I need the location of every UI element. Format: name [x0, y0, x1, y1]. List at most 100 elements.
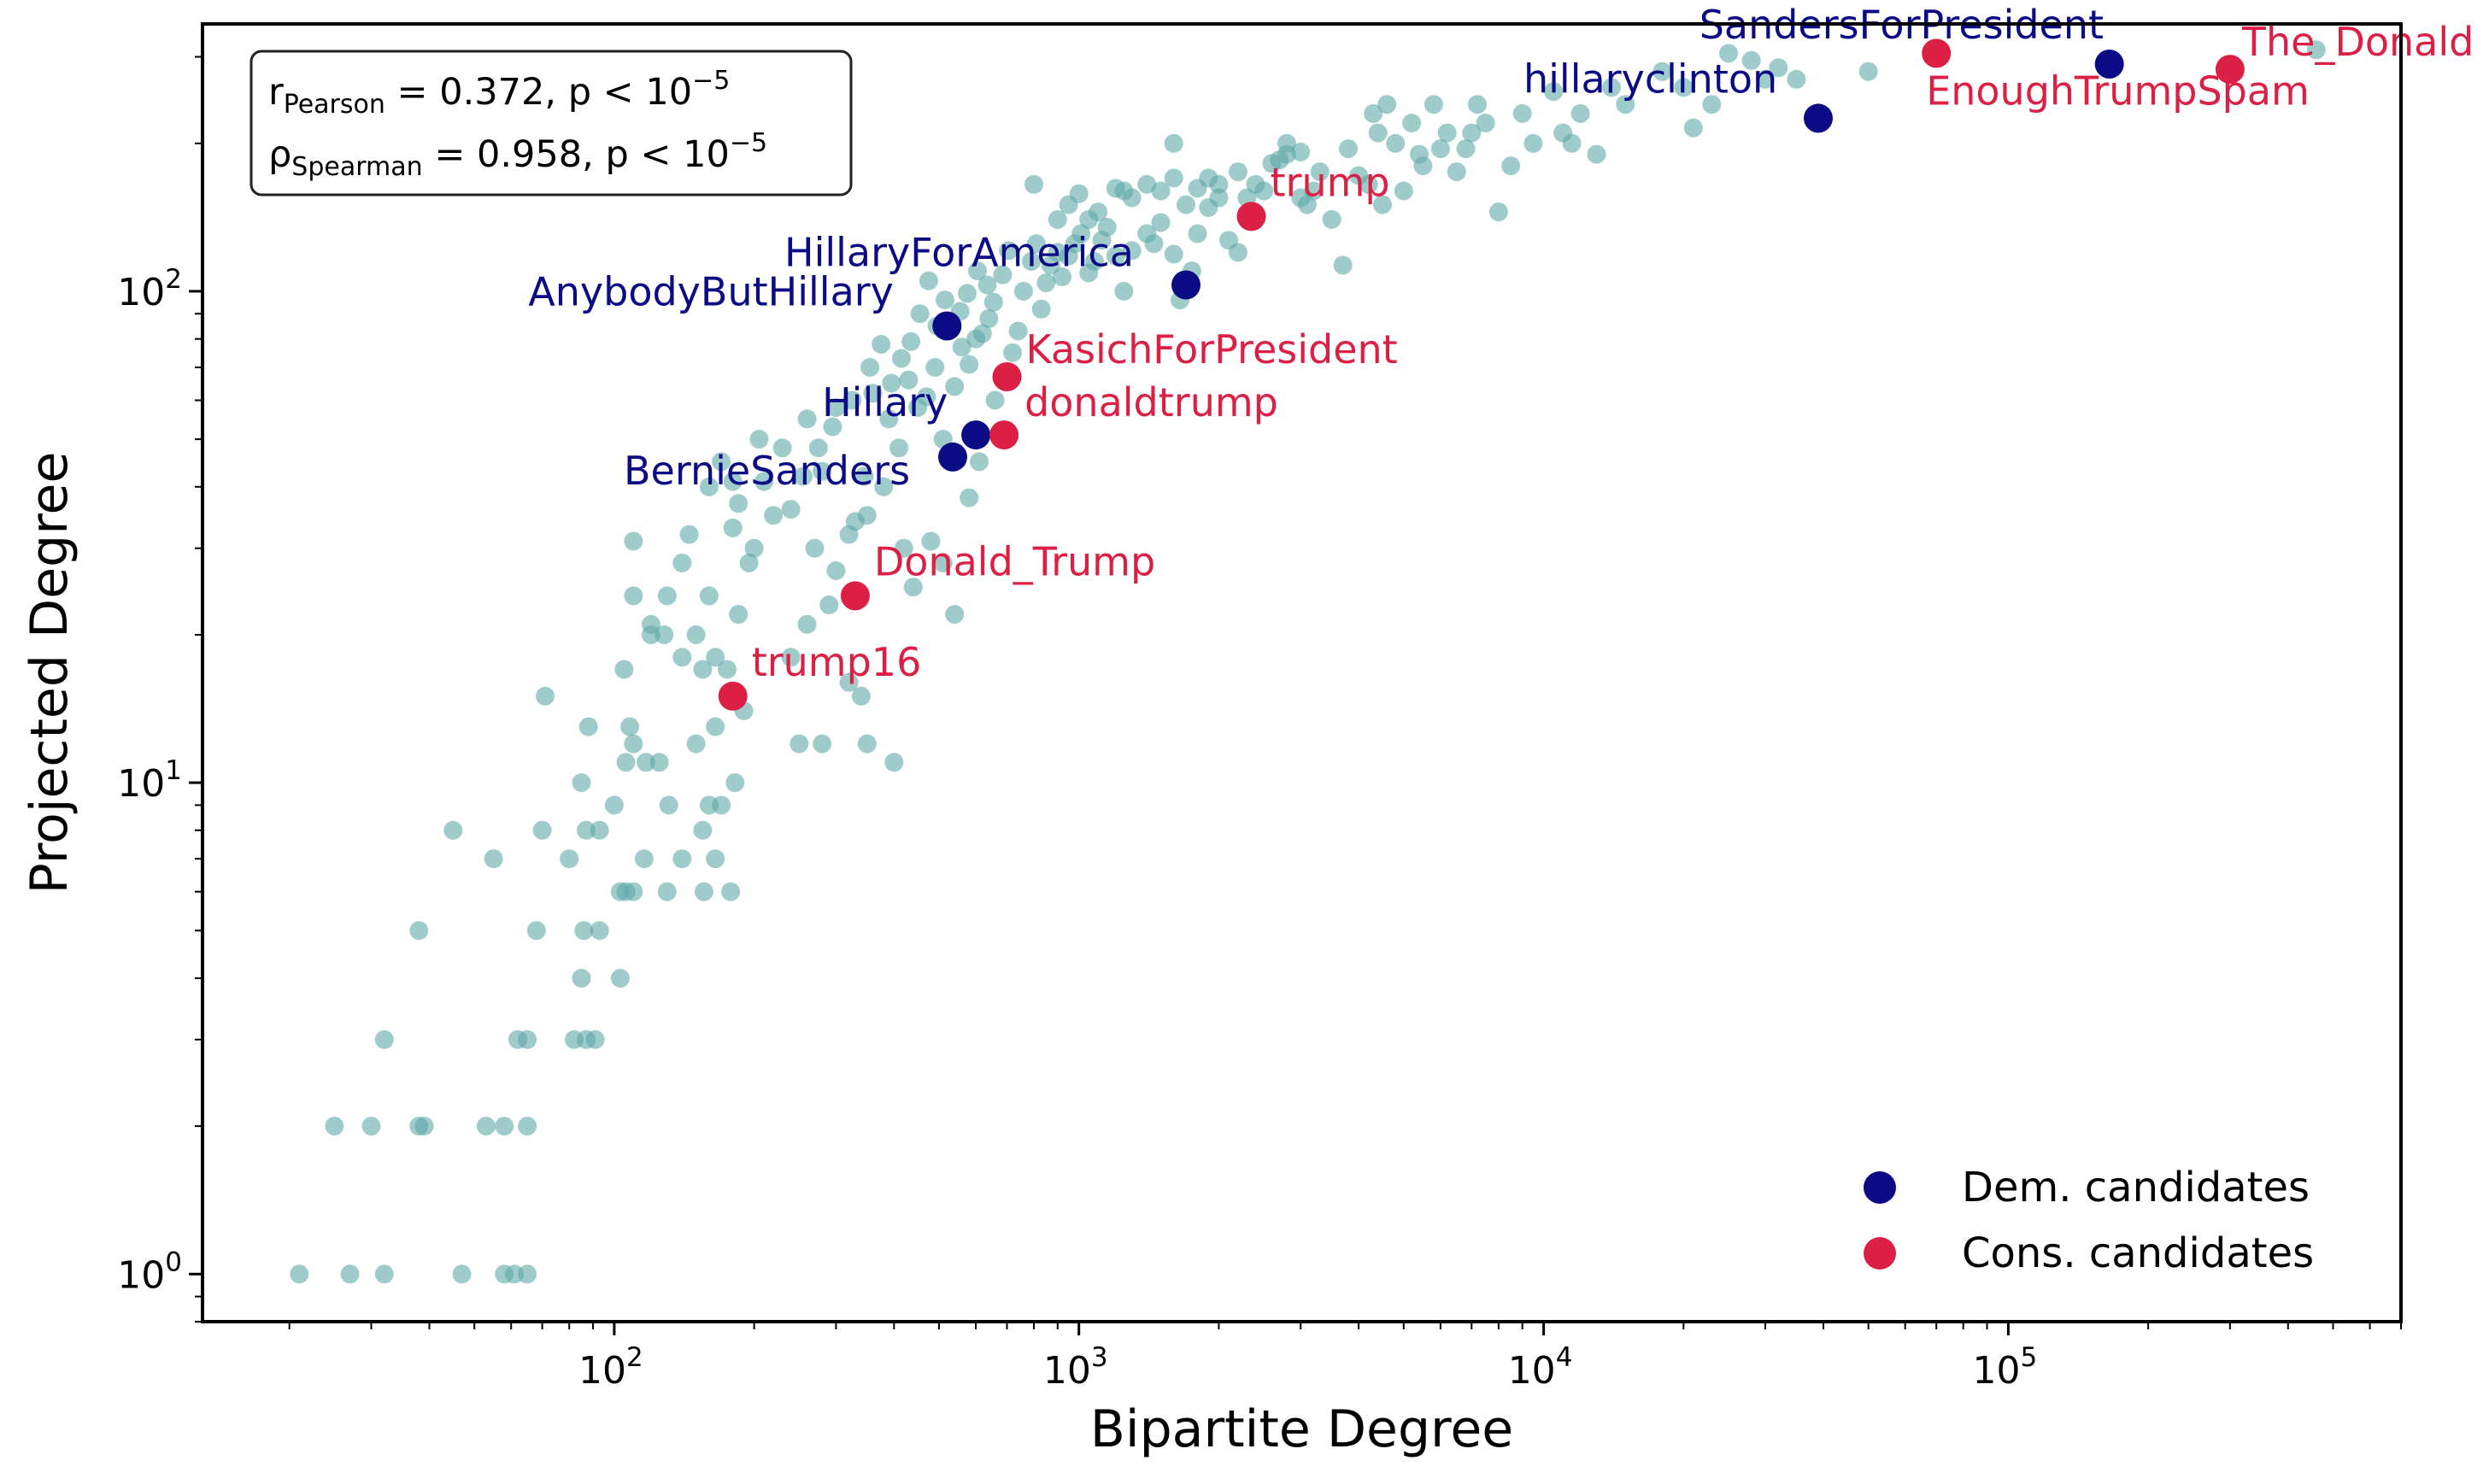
point-label-donaldtrump: donaldtrump: [1024, 379, 1278, 425]
data-point: [694, 882, 713, 901]
highlight-point-anybodybuthillary: [932, 311, 962, 341]
point-label-anybodybuthillary: AnybodyButHillary: [528, 269, 894, 315]
point-label-trump16: trump16: [752, 639, 922, 685]
data-point: [526, 921, 546, 941]
data-point: [1719, 44, 1738, 63]
x-axis-label: Bipartite Degree: [1090, 1399, 1513, 1459]
data-point: [960, 355, 979, 374]
data-point: [699, 586, 719, 606]
data-point: [899, 370, 919, 390]
point-label-enoughtrumpspam: EnoughTrumpSpam: [1926, 67, 2310, 114]
data-point: [805, 538, 825, 558]
data-point: [729, 605, 748, 625]
data-point: [1523, 133, 1543, 153]
data-point: [1602, 78, 1621, 97]
data-point: [999, 241, 1018, 261]
data-point: [797, 409, 817, 429]
spearman-exponent: −5: [730, 128, 767, 158]
data-point: [1512, 103, 1532, 123]
data-point: [1209, 174, 1229, 194]
data-point: [1462, 123, 1482, 143]
data-point: [1652, 62, 1672, 81]
data-point: [1053, 267, 1071, 286]
data-point: [572, 773, 591, 793]
data-point: [819, 595, 839, 614]
y-axis-label: Projected Degree: [20, 452, 79, 895]
data-point: [721, 882, 741, 901]
data-point: [637, 753, 655, 772]
data-point: [1084, 252, 1104, 271]
data-point: [1447, 162, 1466, 182]
data-point: [936, 290, 954, 310]
data-point: [641, 614, 660, 634]
data-point: [414, 1117, 434, 1136]
stats-box-frame: [249, 50, 853, 196]
data-point: [744, 538, 764, 558]
data-point: [620, 717, 640, 736]
data-point: [1410, 144, 1429, 164]
data-point: [518, 1264, 537, 1284]
data-point: [361, 1117, 381, 1136]
data-point: [1228, 162, 1247, 182]
highlight-point-donaldtrump: [989, 420, 1019, 450]
data-point: [813, 734, 832, 754]
data-point: [845, 512, 865, 531]
x-tick-label: 102: [578, 1342, 643, 1393]
data-point: [889, 438, 909, 458]
data-point: [1386, 133, 1406, 153]
highlight-point-hillaryclinton: [1804, 103, 1833, 133]
data-point: [659, 795, 678, 815]
y-tick-label: 102: [117, 264, 182, 314]
data-point: [1437, 123, 1457, 143]
data-point: [933, 553, 953, 572]
data-point: [851, 686, 871, 706]
point-label-the_donald: The_Donald: [2241, 19, 2474, 65]
data-point: [1188, 224, 1207, 243]
data-point: [624, 882, 643, 901]
data-point: [2306, 40, 2326, 60]
data-point: [614, 660, 634, 679]
points-layer: [290, 40, 2326, 1284]
data-point: [1858, 62, 1878, 81]
data-point: [624, 734, 643, 754]
highlight-point-trump: [1236, 202, 1266, 232]
data-point: [985, 390, 1005, 410]
data-point: [577, 820, 596, 840]
data-point: [1310, 162, 1330, 182]
data-point: [1097, 218, 1117, 237]
data-point: [1616, 95, 1635, 114]
data-point: [590, 820, 609, 840]
data-point: [634, 849, 654, 869]
data-point: [723, 472, 743, 491]
data-point: [484, 849, 503, 869]
data-point: [578, 717, 598, 736]
data-point: [610, 969, 630, 988]
data-point: [1333, 255, 1353, 275]
legend: Dem. candidates Cons. candidates: [1864, 1164, 2314, 1277]
data-point: [672, 553, 692, 572]
data-point: [781, 500, 801, 519]
data-point: [1151, 213, 1171, 232]
data-point: [794, 466, 813, 486]
data-point: [979, 308, 999, 328]
data-point: [842, 390, 862, 410]
data-point: [1164, 168, 1183, 188]
data-point: [725, 773, 745, 793]
data-point: [712, 452, 731, 472]
point-label-berniesanders: BernieSanders: [624, 448, 910, 494]
data-point: [857, 734, 877, 754]
point-label-hillaryclinton: hillaryclinton: [1523, 56, 1777, 102]
data-point: [863, 384, 883, 403]
data-point: [968, 261, 987, 281]
highlight-point-the_donald: [2215, 55, 2245, 85]
data-point: [1209, 188, 1229, 208]
data-point: [972, 324, 992, 343]
data-point: [1026, 234, 1046, 254]
data-point: [374, 1029, 394, 1049]
data-point: [693, 820, 713, 840]
data-point: [723, 518, 743, 537]
data-point: [1674, 78, 1694, 97]
data-point: [917, 387, 936, 407]
data-point: [1683, 118, 1703, 138]
